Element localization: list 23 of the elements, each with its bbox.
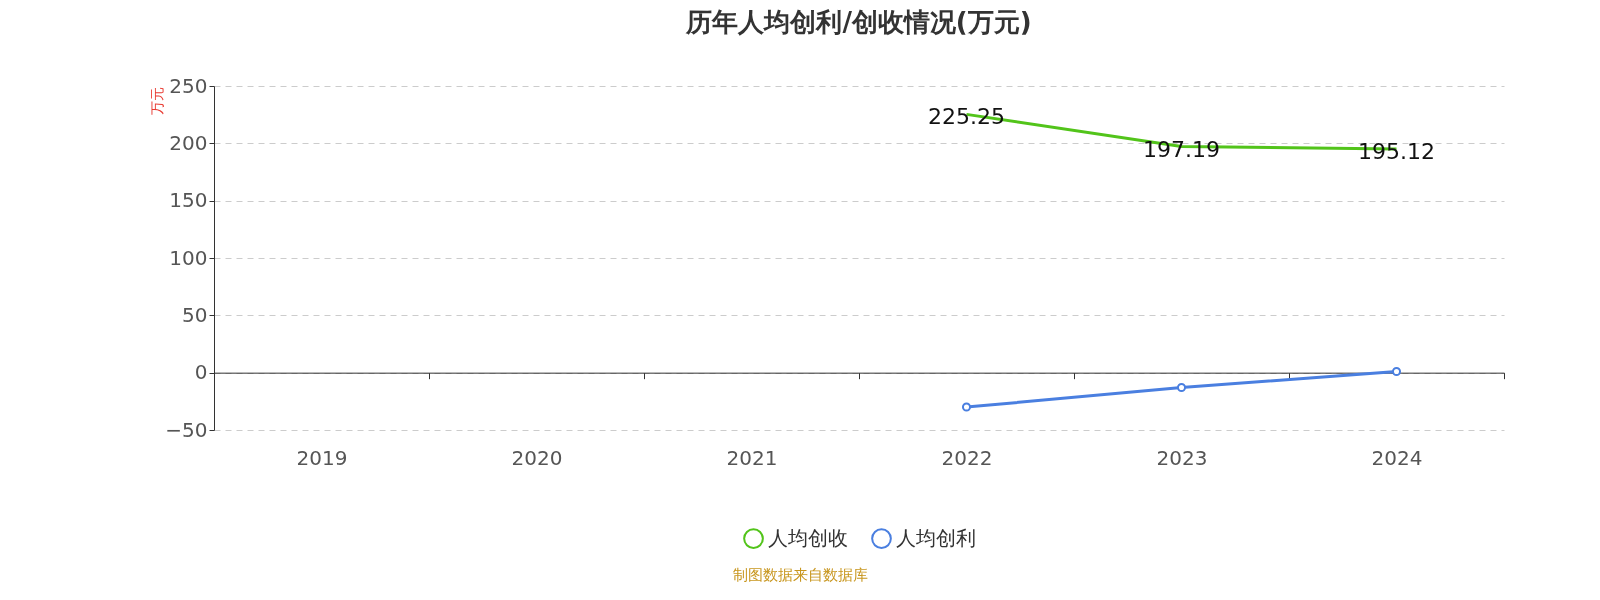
legend-label: 人均创收 xyxy=(768,525,848,550)
y-tick-label: 50 xyxy=(182,302,208,327)
point xyxy=(1391,366,1402,377)
y-tick-label: 0 xyxy=(194,360,208,385)
x-tick-label: 2023 xyxy=(1156,445,1208,470)
data-label: 195.12 xyxy=(1358,138,1435,164)
y-tick-label: 250 xyxy=(169,73,208,98)
x-tick-label: 2024 xyxy=(1371,445,1423,470)
data-label: 225.25 xyxy=(928,104,1005,130)
legend-label: 人均创利 xyxy=(896,525,976,550)
chart-title: 历年人均创利/创收情况(万元) xyxy=(685,7,1032,37)
text: 制图数据来自数据库 xyxy=(731,566,869,585)
y-axis-title: 万元 xyxy=(148,86,165,115)
x-tick-label: 2022 xyxy=(941,445,993,470)
x-tick-label: 2020 xyxy=(511,445,563,470)
x-tick-label: 2021 xyxy=(726,445,778,470)
y-tick-label: 200 xyxy=(169,130,208,155)
y-tick-label: −50 xyxy=(165,417,208,442)
x-tick-label: 2019 xyxy=(296,445,348,470)
point xyxy=(1176,383,1187,393)
y-tick-label: 150 xyxy=(169,188,208,213)
point xyxy=(961,402,972,412)
y-tick-label: 100 xyxy=(169,245,208,270)
